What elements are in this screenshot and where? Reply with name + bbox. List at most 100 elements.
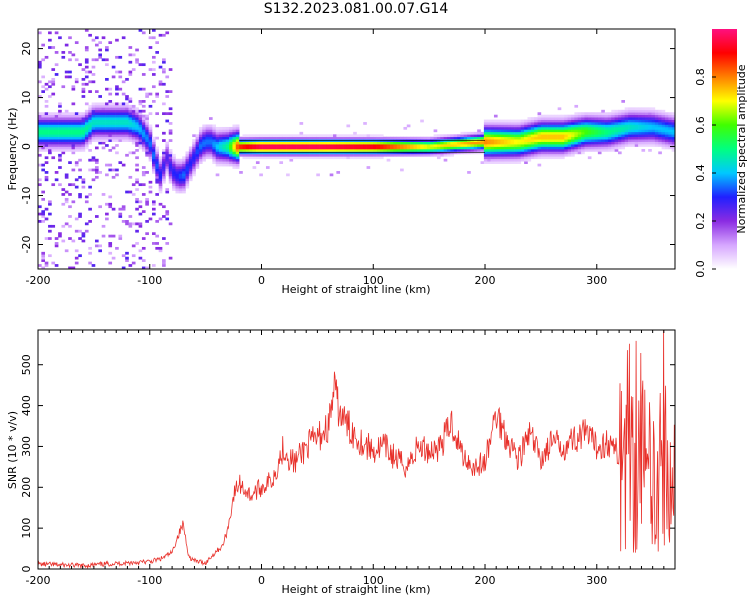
heatmap-cell [162, 131, 166, 135]
heatmap-cell [654, 131, 659, 135]
heatmap-cell [343, 156, 347, 160]
heatmap-cell [219, 129, 223, 133]
heatmap-cell [38, 212, 42, 216]
heatmap-cell [651, 119, 656, 123]
heatmap-cell [530, 131, 535, 135]
heatmap-cell [393, 144, 398, 147]
heatmap-cell [125, 131, 129, 135]
heatmap-cell [628, 141, 632, 145]
heatmap-cell [165, 141, 170, 145]
heatmap-cell [84, 131, 89, 135]
heatmap-cell [155, 124, 159, 128]
heatmap-cell [215, 129, 220, 133]
heatmap-cell [131, 139, 136, 142]
heatmap-cell [406, 151, 411, 155]
heatmap-cell [141, 171, 146, 174]
heatmap-cell [105, 144, 109, 147]
heatmap-cell [638, 139, 642, 142]
heatmap-cell [567, 129, 572, 133]
heatmap-cell [48, 229, 52, 233]
heatmap-cell [198, 153, 203, 157]
heatmap-cell [242, 153, 247, 157]
heatmap-cell [557, 149, 562, 152]
heatmap-cell [587, 114, 592, 118]
heatmap-cell [51, 156, 56, 160]
heatmap-cell [349, 153, 354, 157]
heatmap-cell [597, 139, 602, 142]
heatmap-cell [369, 134, 374, 138]
heatmap-cell [624, 107, 629, 111]
heatmap-cell [517, 129, 522, 133]
spectrogram-y-tick-label: 20 [20, 42, 33, 56]
heatmap-cell [135, 207, 139, 211]
heatmap-cell [604, 131, 609, 135]
heatmap-cell [135, 114, 139, 118]
heatmap-cell [561, 146, 565, 150]
heatmap-cell [514, 119, 518, 123]
heatmap-cell [594, 122, 599, 125]
heatmap-cell [202, 153, 206, 157]
heatmap-cell [44, 119, 49, 123]
heatmap-cell [664, 126, 669, 130]
heatmap-cell [346, 141, 351, 145]
heatmap-cell [631, 136, 636, 140]
heatmap-cell [155, 95, 159, 98]
heatmap-cell [202, 131, 206, 135]
heatmap-cell [54, 124, 59, 128]
heatmap-cell [554, 136, 558, 140]
heatmap-cell [145, 139, 149, 142]
heatmap-cell [423, 141, 428, 145]
heatmap-cell [493, 151, 498, 155]
heatmap-cell [51, 131, 56, 135]
heatmap-cell [115, 119, 119, 123]
heatmap-cell [540, 126, 545, 130]
heatmap-cell [135, 144, 139, 147]
heatmap-cell [356, 136, 361, 140]
heatmap-cell [158, 175, 163, 179]
heatmap-cell [400, 151, 404, 155]
heatmap-cell [222, 146, 227, 150]
heatmap-cell [121, 92, 126, 96]
heatmap-cell [369, 144, 374, 147]
heatmap-cell [366, 146, 371, 150]
heatmap-cell [597, 141, 602, 145]
heatmap-cell [403, 149, 408, 152]
heatmap-cell [671, 134, 675, 138]
heatmap-cell [68, 139, 72, 142]
heatmap-cell [98, 53, 102, 57]
heatmap-cell [219, 136, 223, 140]
heatmap-cell [94, 119, 99, 123]
heatmap-cell [510, 134, 515, 138]
heatmap-cell [651, 112, 656, 116]
heatmap-cell [587, 124, 592, 128]
heatmap-cell [611, 149, 615, 152]
heatmap-cell [64, 144, 69, 147]
heatmap-cell [61, 114, 66, 118]
heatmap-cell [376, 156, 381, 160]
heatmap-cell [232, 134, 237, 138]
heatmap-cell [547, 149, 552, 152]
heatmap-cell [413, 151, 418, 155]
heatmap-cell [322, 146, 327, 150]
heatmap-cell [540, 117, 545, 120]
heatmap-cell [322, 144, 327, 147]
heatmap-cell [644, 136, 649, 140]
heatmap-cell [547, 129, 552, 133]
heatmap-cell [648, 109, 652, 113]
heatmap-cell [581, 149, 585, 152]
heatmap-cell [41, 134, 45, 138]
heatmap-cell [94, 102, 99, 106]
heatmap-cell [215, 163, 220, 167]
heatmap-cell [527, 122, 532, 125]
heatmap-cell [520, 119, 525, 123]
heatmap-cell [128, 190, 133, 194]
heatmap-cell [319, 134, 324, 138]
heatmap-cell [316, 151, 320, 155]
heatmap-cell [111, 107, 116, 111]
heatmap-cell [148, 46, 153, 49]
heatmap-cell [467, 151, 471, 155]
heatmap-cell [504, 122, 508, 125]
heatmap-cell [51, 134, 56, 138]
heatmap-cell [38, 149, 42, 152]
heatmap-cell [84, 122, 89, 125]
